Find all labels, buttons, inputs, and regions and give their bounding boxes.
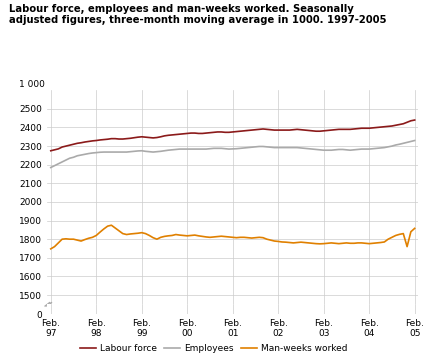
Labour force [328,128,333,132]
Employees [411,138,416,143]
Line: Man-weeks worked: Man-weeks worked [51,225,414,249]
Labour force [75,141,80,145]
Man-weeks worked [60,237,65,242]
Man-weeks worked [75,238,80,242]
Labour force [60,145,65,149]
Labour force [48,149,53,153]
Labour force [411,118,416,122]
Employees [256,144,261,149]
Text: Labour force, employees and man-weeks worked. Seasonally
adjusted figures, three: Labour force, employees and man-weeks wo… [9,4,385,25]
Legend: Labour force, Employees, Man-weeks worked: Labour force, Employees, Man-weeks worke… [76,340,350,356]
Labour force [230,130,235,134]
Line: Labour force: Labour force [51,120,414,151]
Line: Employees: Employees [51,140,414,168]
Man-weeks worked [332,241,337,245]
Employees [60,160,65,164]
Employees [230,147,235,151]
Labour force [143,135,148,139]
Labour force [256,127,261,131]
Employees [75,154,80,158]
Man-weeks worked [411,226,416,231]
Employees [48,165,53,170]
Man-weeks worked [147,233,152,238]
Employees [328,148,333,152]
Employees [143,149,148,153]
Man-weeks worked [48,247,53,251]
Man-weeks worked [109,223,114,227]
Text: 1 000: 1 000 [19,80,45,89]
Man-weeks worked [260,235,265,240]
Man-weeks worked [233,235,239,240]
